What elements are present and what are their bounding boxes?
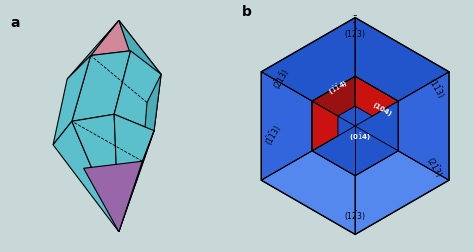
Polygon shape <box>355 76 398 116</box>
Text: (0$\bar{1}$4): (0$\bar{1}$4) <box>349 131 371 143</box>
Polygon shape <box>142 74 161 161</box>
Polygon shape <box>72 51 131 121</box>
Text: b: b <box>242 5 252 19</box>
Polygon shape <box>83 161 142 232</box>
Text: ($\bar{1}\bar{1}$4): ($\bar{1}\bar{1}$4) <box>327 78 351 98</box>
Polygon shape <box>119 20 161 103</box>
Polygon shape <box>91 20 131 55</box>
Polygon shape <box>67 20 119 79</box>
Polygon shape <box>261 18 355 101</box>
Polygon shape <box>355 18 449 101</box>
Text: ($\bar{1}\bar{1}$3): ($\bar{1}\bar{1}$3) <box>263 122 285 148</box>
Text: (1$\bar{2}$3): (1$\bar{2}$3) <box>344 27 366 41</box>
Polygon shape <box>53 121 119 232</box>
Text: a: a <box>11 16 20 30</box>
Text: (2$\bar{1}$3): (2$\bar{1}$3) <box>423 154 446 180</box>
Polygon shape <box>53 55 91 145</box>
Polygon shape <box>114 51 161 131</box>
Text: (104): (104) <box>372 102 393 118</box>
Polygon shape <box>312 76 355 116</box>
Polygon shape <box>119 131 154 232</box>
Polygon shape <box>261 72 312 180</box>
Polygon shape <box>312 76 398 176</box>
Text: ($\bar{2}$1$\bar{3}$): ($\bar{2}$1$\bar{3}$) <box>270 66 292 92</box>
Text: (1$\bar{1}$3): (1$\bar{1}$3) <box>425 75 448 101</box>
Text: $\bar{}$: $\bar{}$ <box>353 9 358 19</box>
Polygon shape <box>114 114 154 232</box>
Polygon shape <box>119 20 161 74</box>
Polygon shape <box>312 101 338 151</box>
Text: $\bar{}$: $\bar{}$ <box>353 16 357 26</box>
Polygon shape <box>72 114 119 232</box>
Polygon shape <box>355 151 449 234</box>
Text: (1$\bar{2}$3): (1$\bar{2}$3) <box>344 209 366 223</box>
Polygon shape <box>261 151 355 234</box>
Polygon shape <box>398 72 449 180</box>
